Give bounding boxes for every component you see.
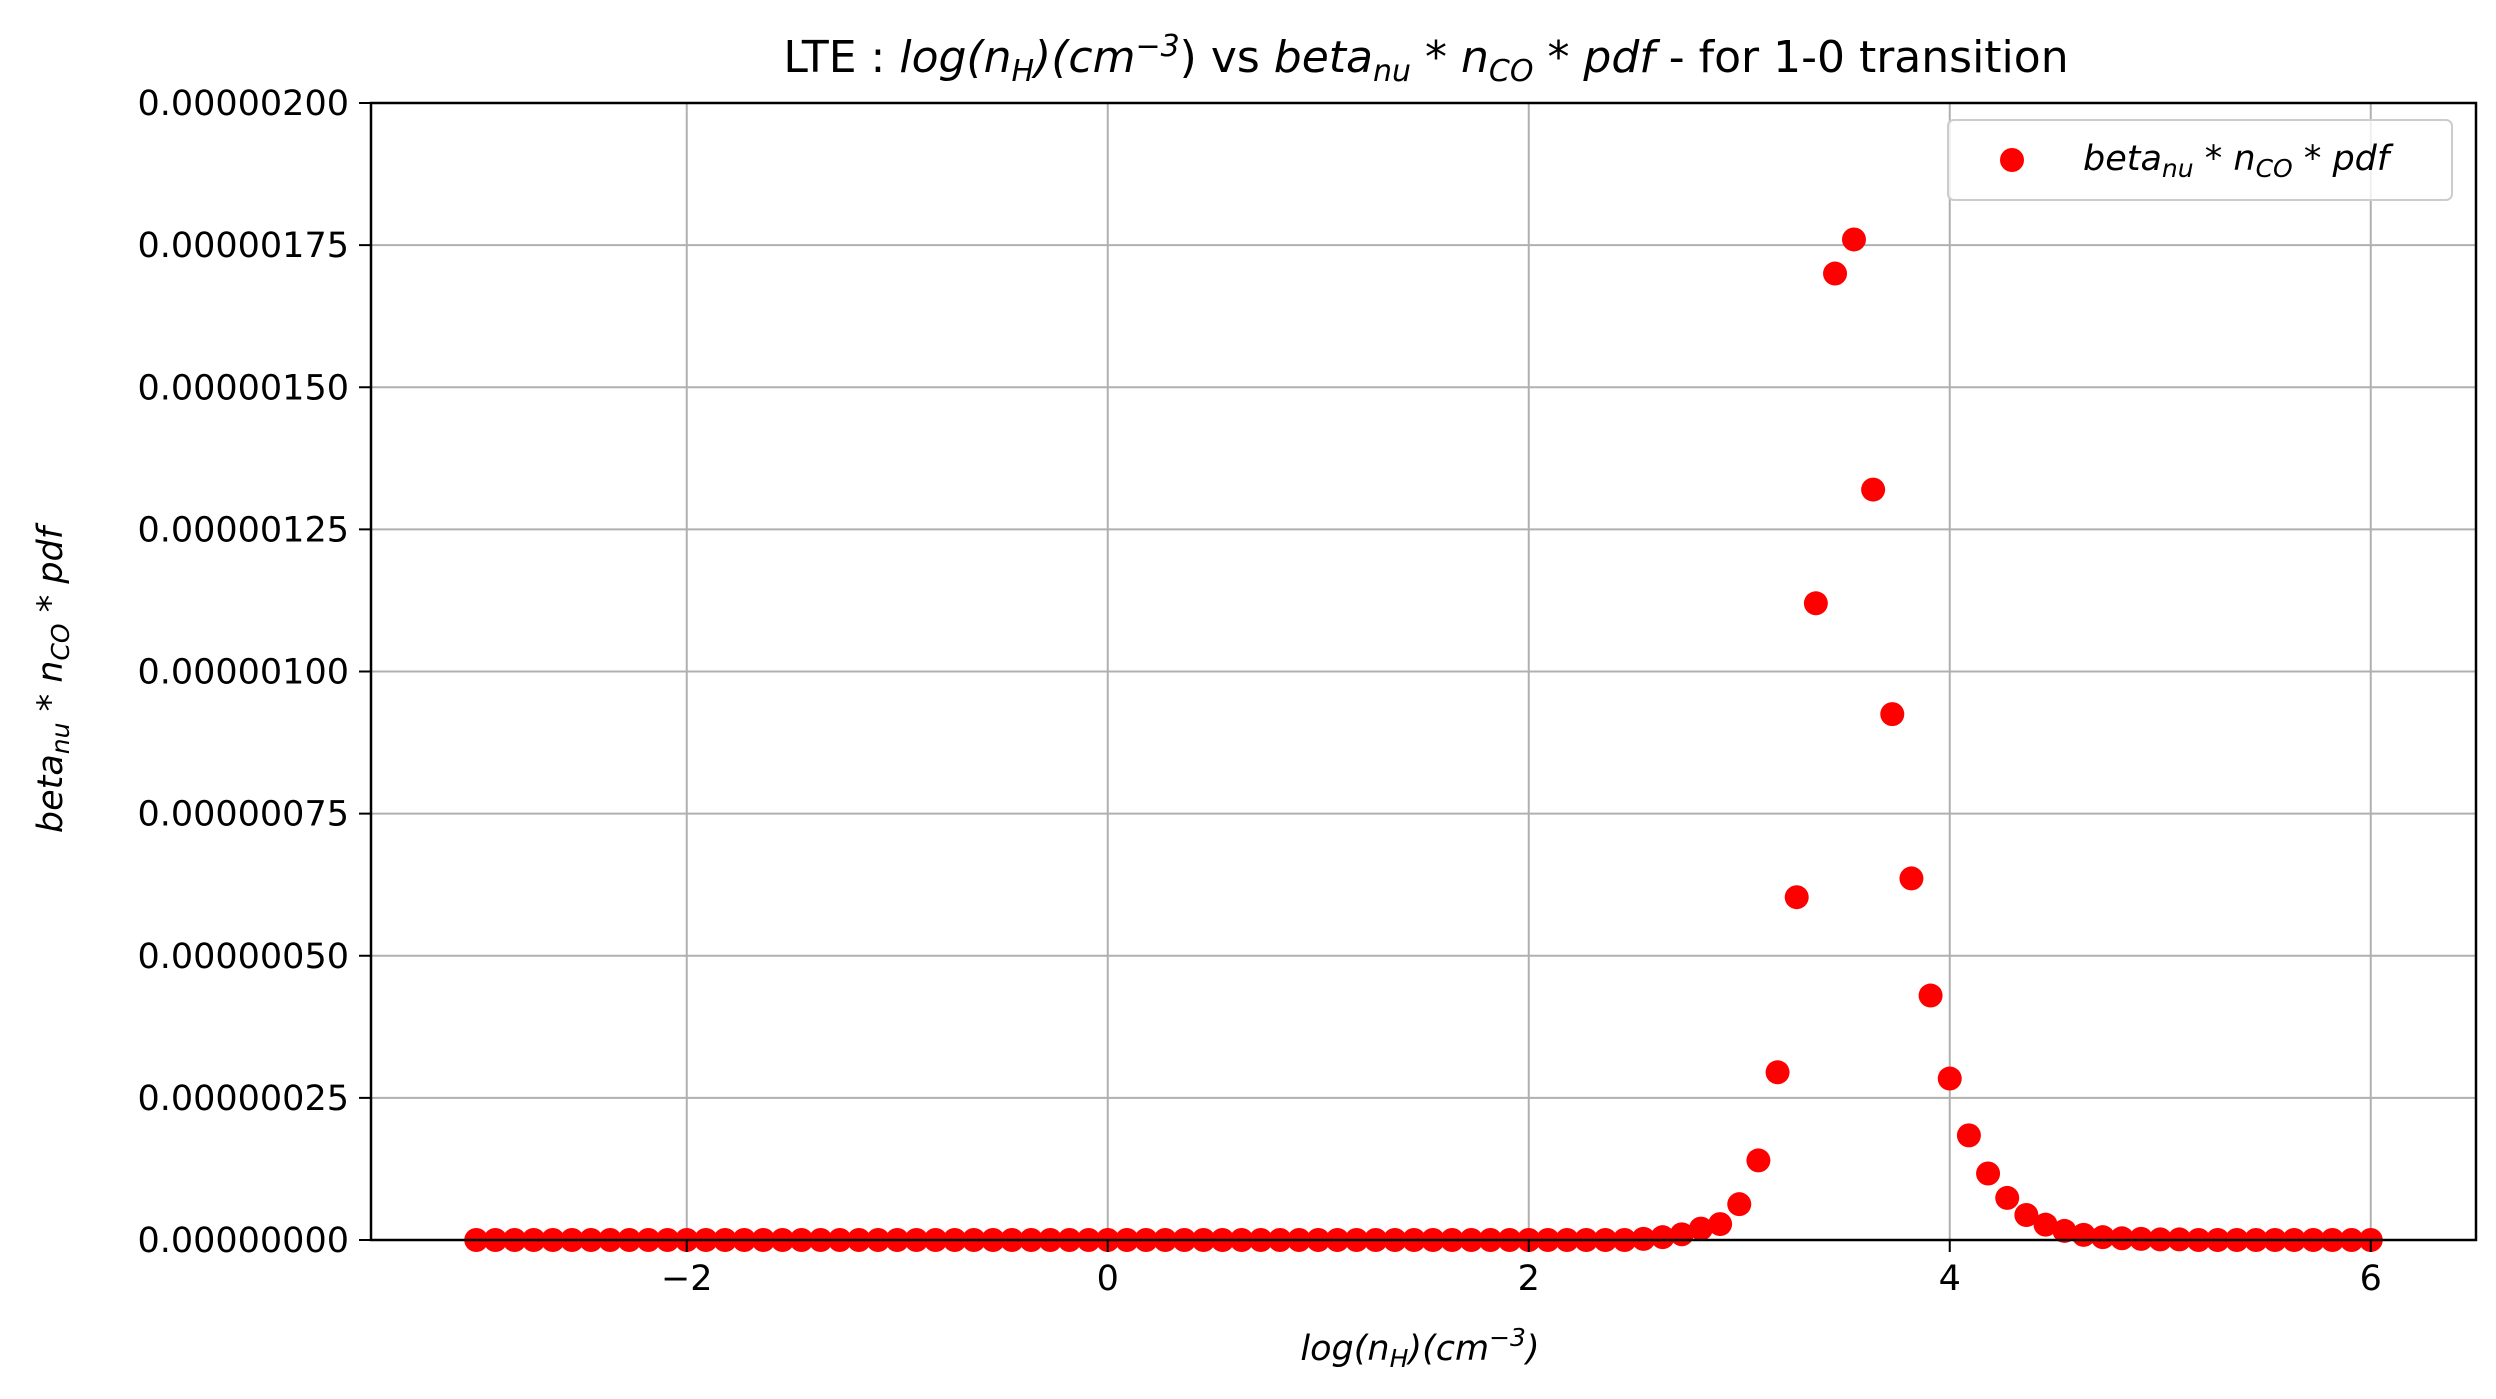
data-point [2014, 1202, 2039, 1227]
data-point [2052, 1218, 2077, 1243]
data-point [1727, 1192, 1752, 1217]
y-tick-label: 0.00000200 [137, 84, 349, 124]
data-point [1937, 1066, 1962, 1091]
y-tick-label: 0.00000175 [137, 226, 349, 266]
x-tick-label: 4 [1939, 1259, 1961, 1299]
x-tick-label: 2 [1518, 1259, 1540, 1299]
y-tick-label: 0.00000000 [137, 1221, 349, 1261]
data-point [2109, 1226, 2134, 1251]
grid-lines [371, 102, 2476, 1241]
data-point [2033, 1212, 2058, 1237]
data-point [1861, 477, 1886, 502]
legend-label: betanu * nCO * pdf [2083, 139, 2394, 183]
data-point [2090, 1225, 2115, 1250]
data-point [1899, 866, 1924, 891]
data-point [1841, 227, 1866, 252]
legend: betanu * nCO * pdf [1947, 119, 2453, 201]
x-tick-label: 6 [2360, 1259, 2382, 1299]
data-point [1995, 1185, 2020, 1210]
data-point [1688, 1216, 1713, 1241]
data-point [1823, 261, 1848, 286]
y-tick-label: 0.00000150 [137, 368, 349, 408]
x-tick-label: −2 [661, 1259, 713, 1299]
y-tick-label: 0.00000050 [137, 937, 349, 977]
data-point [1784, 885, 1809, 910]
x-axis-label: log(nH)(cm−3) [1300, 1323, 1539, 1373]
data-point [1918, 983, 1943, 1008]
y-tick-label: 0.00000100 [137, 653, 349, 693]
data-point [1708, 1212, 1733, 1237]
data-point [1976, 1161, 2001, 1186]
data-point [1650, 1225, 1675, 1250]
data-point [1765, 1060, 1790, 1085]
y-tick-label: 0.00000125 [137, 510, 349, 550]
axis-ticks: −2 0 2 4 6 0.00000000 0.00000025 0.00000050 0.00… [137, 84, 2381, 1299]
chart-title: LTE : log(nH)(cm−3) vs betanu * nCO * pd… [783, 29, 2068, 89]
data-point [1803, 591, 1828, 616]
data-points [464, 227, 2383, 1252]
legend-box [1947, 119, 2453, 201]
y-tick-label: 0.00000075 [137, 795, 349, 835]
x-tick-label: 0 [1097, 1259, 1119, 1299]
y-axis-label: betanu * nCO * pdf [31, 522, 75, 833]
data-point [1746, 1148, 1771, 1173]
legend-marker [2000, 148, 2024, 172]
y-tick-label: 0.00000025 [137, 1079, 349, 1119]
data-point [1880, 702, 1905, 727]
data-point [1956, 1123, 1981, 1148]
